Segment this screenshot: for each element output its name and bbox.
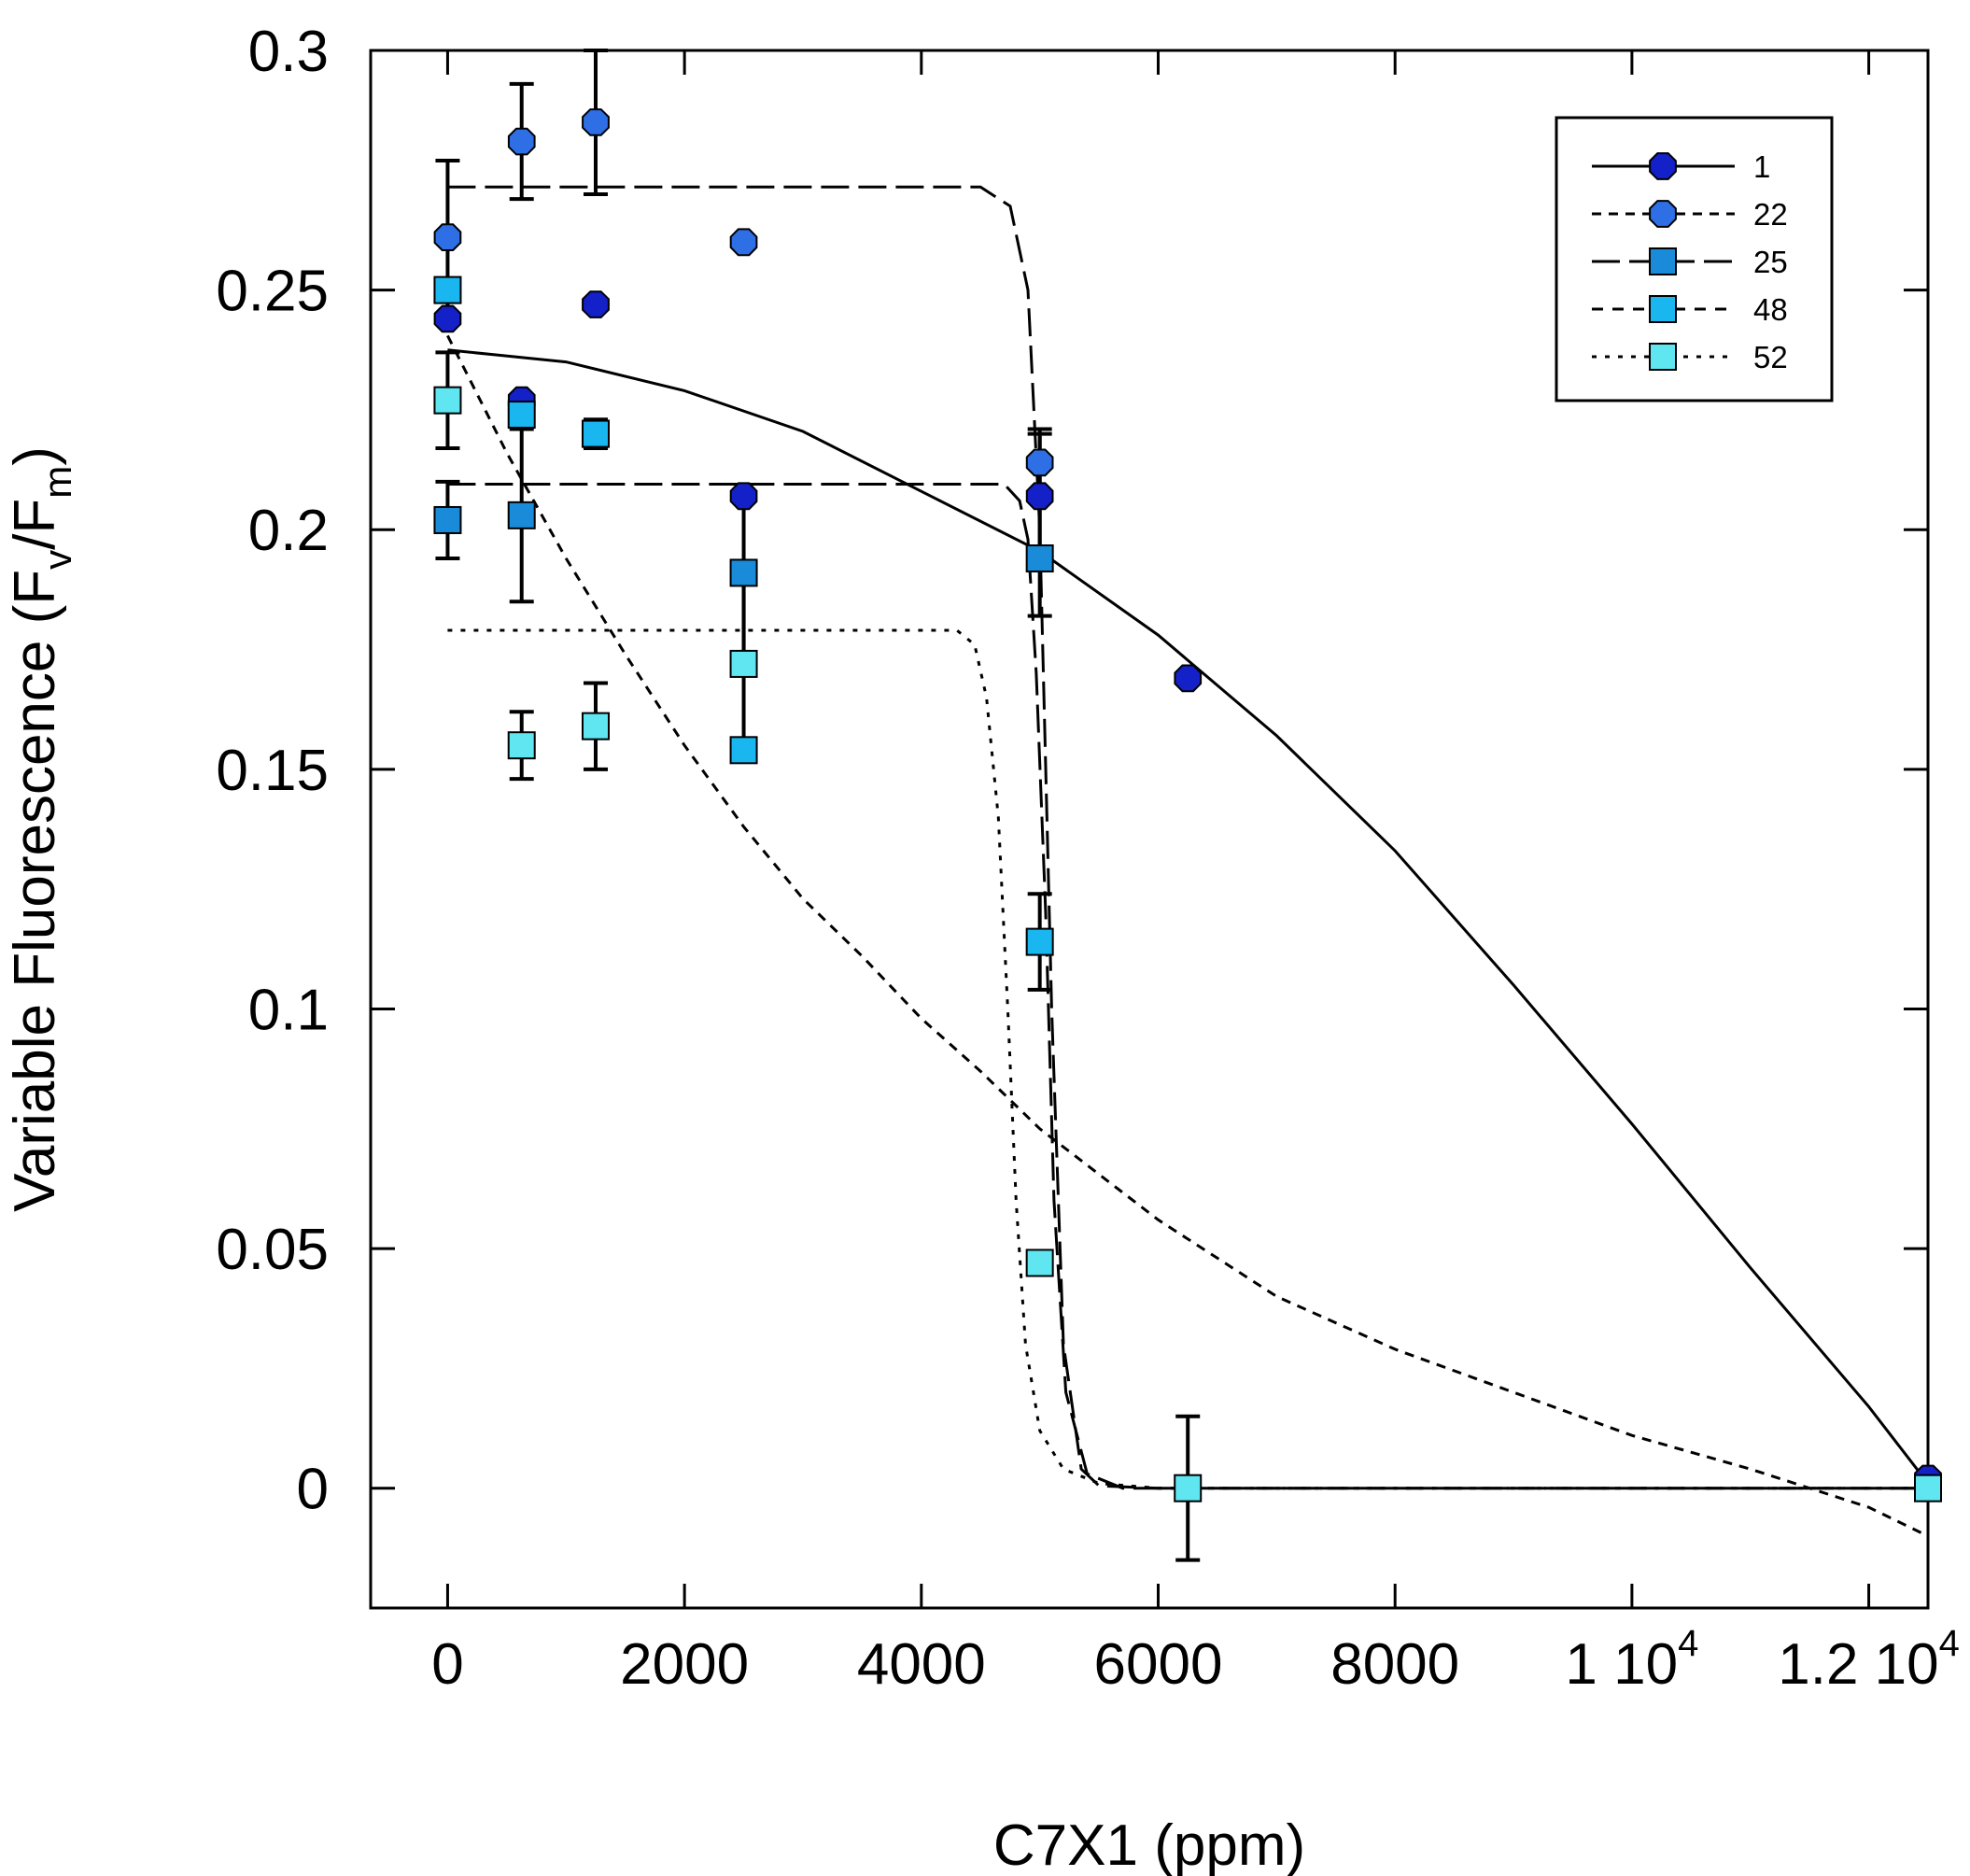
legend-marker-25 (1649, 247, 1677, 275)
plot-frame (369, 49, 1930, 1610)
data-point-48 (433, 275, 462, 304)
x-tick-label: 1.2 104 (1778, 1623, 1960, 1697)
data-point-22 (507, 127, 536, 156)
data-point-22 (729, 228, 758, 257)
legend-label-48: 48 (1753, 292, 1788, 327)
data-point-48 (1025, 927, 1054, 956)
data-point-22 (433, 223, 462, 251)
y-tick-label: 0.2 (248, 499, 329, 563)
y-tick-label: 0.1 (248, 978, 329, 1042)
y-tick-label: 0 (297, 1458, 329, 1522)
x-tick-label: 0 (431, 1632, 463, 1697)
x-tick-label: 4000 (857, 1632, 986, 1697)
y-tick-label: 0.05 (216, 1218, 329, 1282)
data-point-1 (1025, 482, 1054, 511)
y-tick-label: 0.15 (216, 739, 329, 803)
x-tick-label: 2000 (620, 1632, 749, 1697)
axis-tick-labels: 0 2000 4000 6000 8000 1 104 1.2 104 0 0.05 0.1 0.1… (216, 20, 1960, 1697)
x-axis-label: C7X1 (ppm) (993, 1813, 1305, 1876)
x-tick-label: 1 104 (1565, 1623, 1698, 1697)
legend-box (1555, 116, 1834, 402)
data-point-52 (433, 386, 462, 415)
data-point-1 (582, 290, 610, 318)
data-point-1 (1174, 664, 1203, 693)
data-point-52 (1914, 1474, 1942, 1502)
legend-marker-1 (1649, 152, 1677, 180)
fit-curve-1 (447, 348, 1930, 1485)
fit-curves (446, 185, 1930, 1538)
data-point-52 (729, 649, 758, 678)
data-point-48 (582, 419, 611, 448)
data-point-1 (729, 482, 758, 511)
y-tick-label: 0.25 (216, 260, 329, 324)
legend: 1 22 25 48 52 (1555, 116, 1834, 402)
legend-label-25: 25 (1753, 245, 1788, 279)
legend-marker-52 (1649, 343, 1677, 371)
data-point-25 (507, 501, 536, 529)
axis-ticks (371, 49, 1928, 1608)
data-point-25 (1025, 544, 1054, 573)
data-point-25 (729, 558, 758, 587)
fit-curve-22 (446, 334, 1929, 1538)
data-point-25 (433, 505, 462, 534)
data-point-52 (1025, 1248, 1054, 1277)
fit-curve-52 (447, 628, 1928, 1490)
x-tick-label: 8000 (1330, 1632, 1459, 1697)
data-point-22 (1025, 448, 1054, 477)
data-point-1 (433, 304, 462, 333)
legend-label-22: 22 (1753, 197, 1788, 232)
data-point-52 (1174, 1474, 1203, 1502)
data-point-52 (582, 712, 611, 741)
data-point-22 (582, 108, 610, 136)
legend-marker-48 (1649, 295, 1677, 323)
legend-marker-22 (1649, 200, 1677, 228)
y-tick-label: 0.3 (248, 20, 329, 84)
legend-label-1: 1 (1753, 149, 1770, 184)
x-tick-label: 6000 (1094, 1632, 1223, 1697)
data-point-48 (729, 736, 758, 765)
legend-label-52: 52 (1753, 340, 1788, 374)
error-bars (435, 49, 1201, 1562)
data-point-52 (507, 731, 536, 760)
data-markers (433, 108, 1942, 1502)
data-point-48 (507, 401, 536, 430)
y-axis-label: Variable Fluorescence (Fv/Fm) (3, 446, 79, 1212)
fit-curve-25 (447, 483, 1928, 1490)
